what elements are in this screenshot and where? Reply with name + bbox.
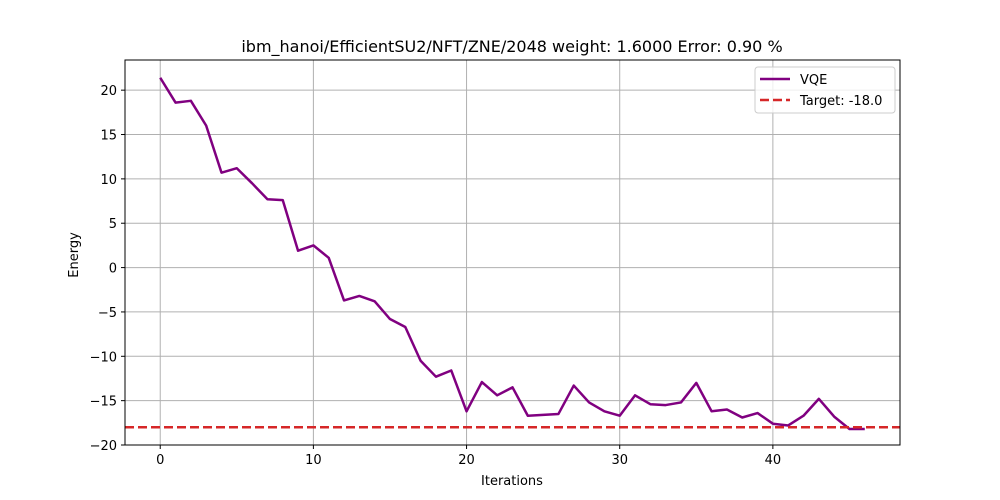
plot-frame (124, 59, 901, 446)
x-axis-label: Iterations (481, 474, 543, 489)
y-tick-label: −20 (90, 439, 117, 454)
y-axis-label: Energy (67, 232, 82, 278)
legend-label-target: Target: -18.0 (799, 94, 882, 109)
x-tick-label: 10 (305, 453, 322, 468)
y-tick-label: −15 (90, 395, 117, 410)
legend: VQE Target: -18.0 (754, 66, 896, 114)
y-tick-label: 15 (100, 129, 117, 144)
x-tick-label: 30 (611, 453, 628, 468)
x-tick-label: 20 (458, 453, 475, 468)
x-tick-label: 40 (765, 453, 782, 468)
y-tick-label: 5 (109, 217, 117, 232)
chart-title: ibm_hanoi/EfficientSU2/NFT/ZNE/2048 weig… (241, 37, 782, 57)
y-tick-label: −10 (90, 350, 117, 365)
y-tick-label: 10 (100, 173, 117, 188)
series-layer (125, 77, 900, 431)
y-tick-label: 0 (109, 262, 117, 277)
legend-label-vqe: VQE (800, 73, 827, 88)
x-axis: 0 10 20 30 40 (156, 445, 781, 468)
y-axis: 20 15 10 5 0 −5 −10 −15 −20 (90, 84, 125, 454)
y-tick-label: 20 (100, 84, 117, 99)
series-line-vqe (159, 77, 865, 431)
x-tick-label: 0 (156, 453, 164, 468)
y-tick-label: −5 (98, 306, 117, 321)
